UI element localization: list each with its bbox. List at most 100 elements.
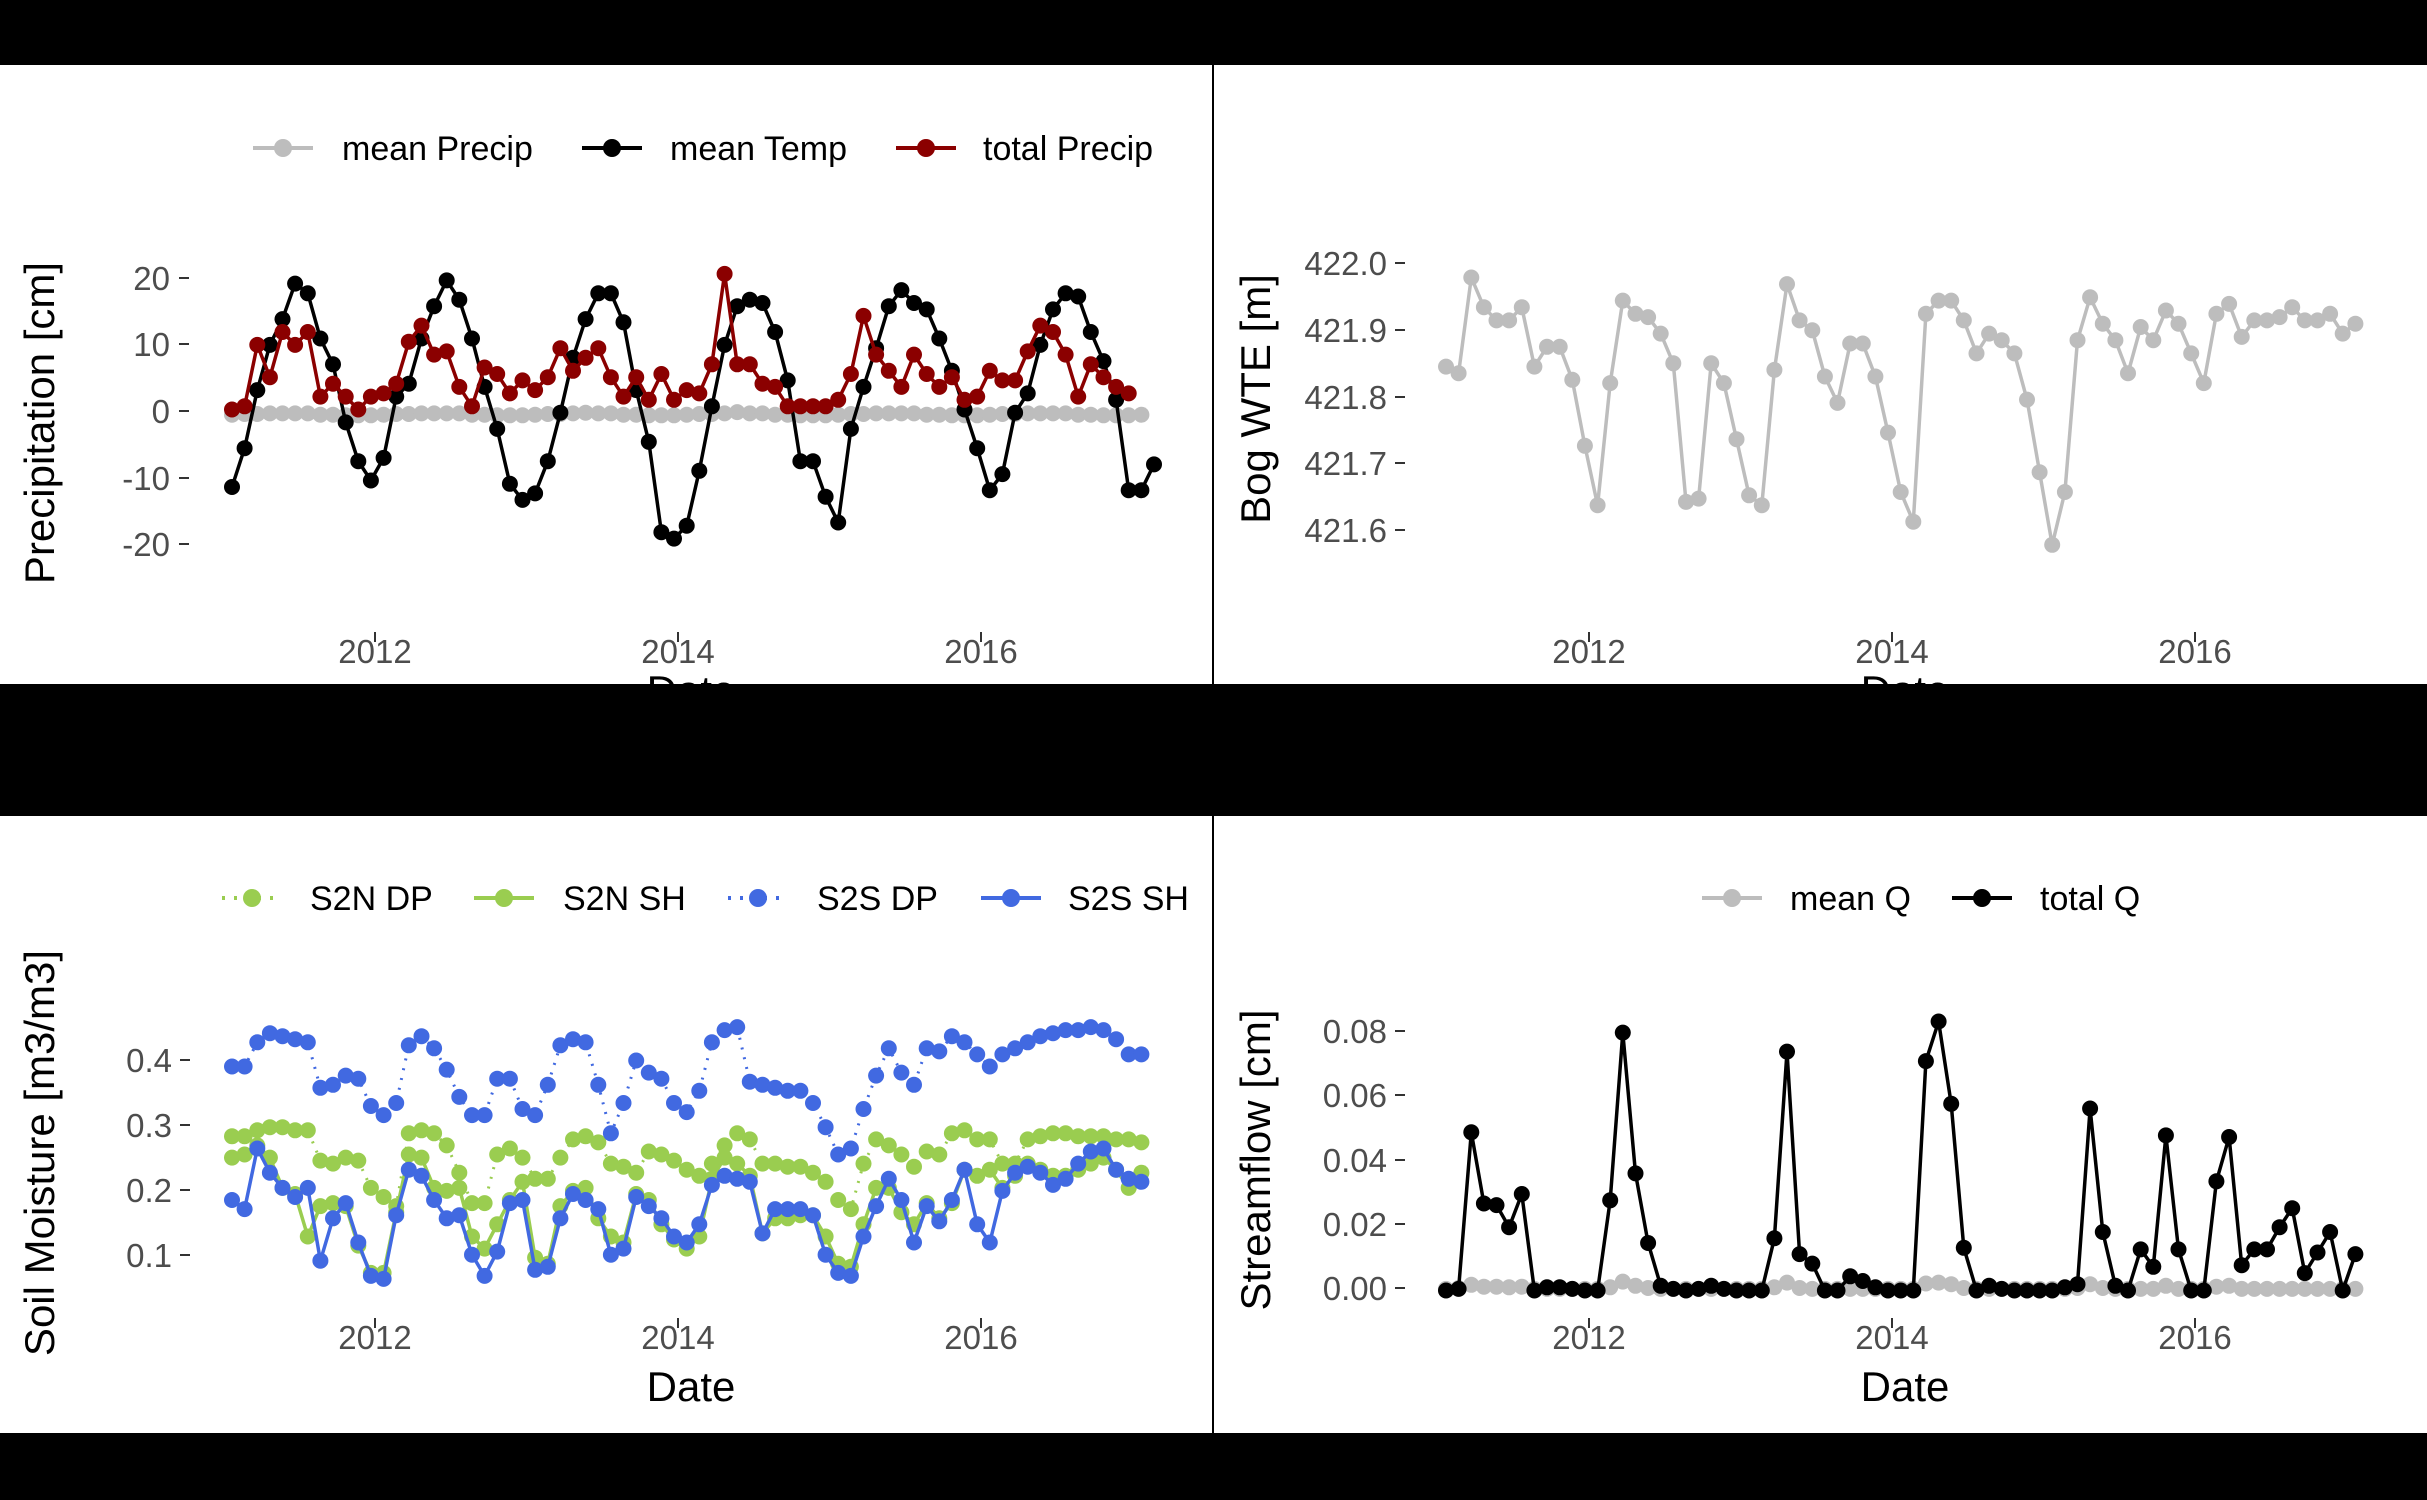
s2s-dp-point bbox=[779, 1082, 796, 1099]
mean-temp-point bbox=[514, 491, 531, 508]
total-q-point bbox=[2107, 1277, 2124, 1294]
s2n-dp-point bbox=[893, 1146, 910, 1163]
mean-precip-point bbox=[1070, 406, 1087, 423]
mean-temp-point bbox=[931, 330, 948, 347]
s2n-dp-point bbox=[1057, 1125, 1074, 1142]
mean-precip-point bbox=[943, 407, 960, 424]
x-tick-2016: 2016 bbox=[2158, 633, 2231, 670]
mean-precip-point bbox=[1095, 407, 1112, 424]
total-q-point bbox=[1526, 1282, 1543, 1299]
total-q-point bbox=[1779, 1043, 1795, 1060]
s2n-dp-point bbox=[501, 1140, 518, 1157]
total-q-point bbox=[2120, 1282, 2136, 1299]
mean-temp-point bbox=[438, 272, 455, 289]
mean-precip-point bbox=[1133, 406, 1150, 423]
s2n-sh-point bbox=[325, 1195, 341, 1212]
s2s-sh-point bbox=[1120, 1170, 1137, 1187]
y-tick-0-3: 0.3 bbox=[126, 1107, 172, 1144]
mean-temp-point bbox=[362, 472, 379, 489]
mean-temp-point bbox=[299, 285, 316, 302]
soil-moisture-legend: S2N DP S2N SH S2S DP S2S SH bbox=[222, 880, 1189, 918]
bog-wte-m--point bbox=[1526, 358, 1543, 375]
s2s-dp-point bbox=[666, 1095, 682, 1111]
mean-precip-point bbox=[830, 406, 847, 423]
s2s-dp-point bbox=[451, 1088, 468, 1105]
precipitation-plot-area bbox=[224, 265, 1162, 547]
x-tick-2014: 2014 bbox=[641, 1319, 714, 1356]
bog-wte-y-ticks: 422.0 421.9 421.8 421.7 421.6 bbox=[1304, 245, 1405, 549]
s2s-dp-point bbox=[413, 1028, 430, 1045]
total-q-point bbox=[2195, 1282, 2212, 1299]
total-q-point bbox=[1627, 1165, 1644, 1182]
bog-wte-m--point bbox=[2347, 315, 2364, 332]
total-precip-point bbox=[880, 362, 897, 379]
s2s-dp-point bbox=[868, 1067, 885, 1084]
s2s-dp-point bbox=[880, 1040, 897, 1057]
s2n-dp-point bbox=[754, 1155, 771, 1172]
s2s-dp-point bbox=[678, 1104, 695, 1121]
s2s-dp-point bbox=[1007, 1040, 1024, 1057]
s2s-dp-point bbox=[1045, 1025, 1061, 1042]
mean-precip-point bbox=[1082, 406, 1099, 423]
bog-wte-m--point bbox=[1438, 358, 1454, 375]
total-q-point bbox=[1564, 1280, 1581, 1297]
x-tick-2014: 2014 bbox=[1855, 633, 1928, 670]
mean-precip-point bbox=[438, 405, 455, 422]
s2s-dp-point bbox=[703, 1034, 720, 1051]
s2n-dp-point bbox=[906, 1158, 922, 1175]
total-q-point bbox=[1602, 1192, 1619, 1209]
total-precip-point bbox=[274, 324, 291, 340]
s2s-dp-point bbox=[375, 1107, 392, 1124]
mean-q-point bbox=[2082, 1276, 2099, 1293]
mean-q-point bbox=[2221, 1277, 2238, 1294]
bog-wte-m--point bbox=[1715, 375, 1732, 392]
mean-q-point bbox=[2309, 1280, 2326, 1297]
mean-q-point bbox=[1842, 1280, 1859, 1297]
mean-q-point bbox=[2271, 1280, 2288, 1297]
total-q-point bbox=[2006, 1282, 2023, 1299]
total-q-point bbox=[1766, 1230, 1783, 1247]
s2s-dp-point bbox=[552, 1037, 569, 1054]
soil-moisture-x-label: Date bbox=[647, 1363, 736, 1410]
s2s-dp-point bbox=[943, 1028, 960, 1045]
total-q-point bbox=[1539, 1279, 1555, 1296]
s2n-dp-point bbox=[1133, 1134, 1150, 1151]
total-precip-point bbox=[602, 369, 619, 386]
mean-temp-point bbox=[729, 298, 746, 315]
bog-wte-m--point bbox=[1513, 299, 1530, 316]
s2s-dp-point bbox=[817, 1119, 834, 1136]
bog-wte-m--point bbox=[2246, 312, 2263, 329]
s2s-dp-point bbox=[249, 1034, 266, 1051]
total-precip-point bbox=[1019, 343, 1036, 360]
mean-precip-point bbox=[994, 406, 1011, 422]
bog-wte-m--point bbox=[1703, 355, 1720, 372]
s2n-dp-point bbox=[224, 1128, 240, 1145]
s2s-sh-point bbox=[981, 1234, 998, 1251]
total-precip-point bbox=[703, 356, 720, 373]
total-q-point bbox=[1880, 1282, 1896, 1299]
s2s-dp-point bbox=[628, 1052, 645, 1069]
mean-temp-point bbox=[615, 314, 632, 331]
bog-wte-m--point bbox=[1463, 269, 1480, 286]
mean-temp-point bbox=[224, 479, 240, 495]
bog-wte-m--point bbox=[2132, 319, 2149, 335]
mean-temp-point bbox=[451, 291, 468, 308]
mean-precip-point bbox=[514, 407, 531, 424]
y-tick-0-00: 0.00 bbox=[1323, 1270, 1387, 1307]
s2n-sh-point bbox=[1082, 1155, 1099, 1172]
mean-temp-point bbox=[703, 398, 720, 415]
total-q-point bbox=[2296, 1265, 2313, 1282]
bog-wte-m--point bbox=[1766, 361, 1783, 378]
s2s-dp-point bbox=[312, 1079, 329, 1096]
total-precip-point bbox=[438, 343, 455, 360]
mean-q-point bbox=[2145, 1280, 2162, 1297]
s2n-sh-point bbox=[299, 1228, 316, 1245]
mean-q-point bbox=[1943, 1276, 1960, 1293]
s2s-sh-point bbox=[615, 1240, 632, 1257]
total-q-point bbox=[2334, 1282, 2351, 1299]
bog-wte-m--point bbox=[2296, 312, 2313, 329]
total-precip-point bbox=[413, 317, 430, 334]
total-q-point bbox=[2094, 1224, 2111, 1240]
mean-temp-point bbox=[388, 388, 405, 405]
s2s-dp-point bbox=[855, 1101, 872, 1117]
